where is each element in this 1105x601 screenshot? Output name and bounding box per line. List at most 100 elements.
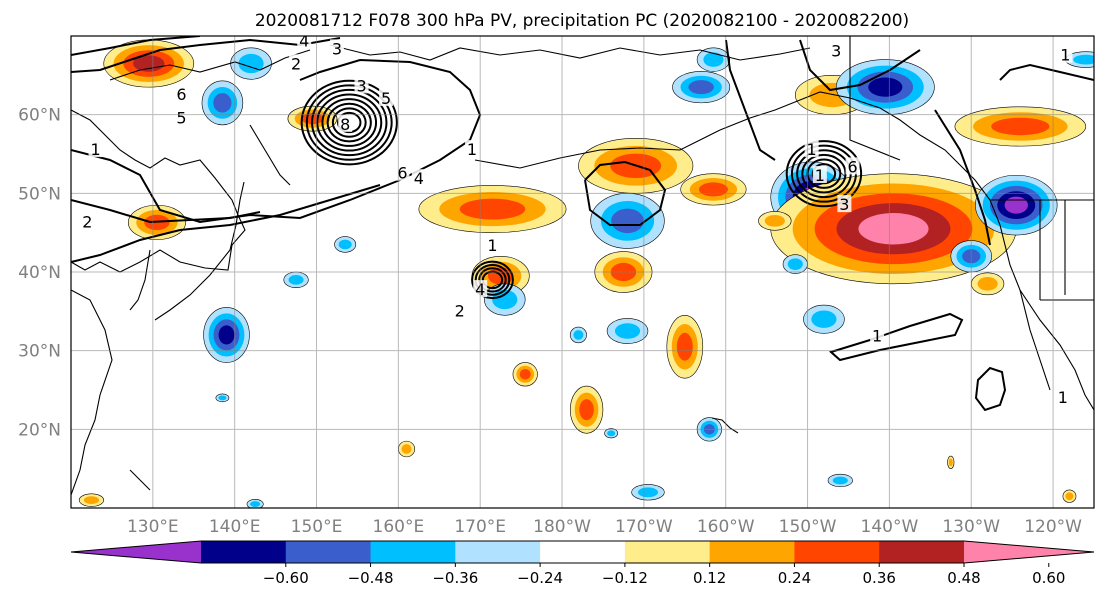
coastline-korea: [129, 249, 151, 311]
pv-label-bg: [329, 39, 344, 57]
colorbar-segment: [794, 541, 880, 563]
figure-title: 2020081712 F078 300 hPa PV, precipitatio…: [255, 11, 909, 31]
coastline-okhotsk-north: [109, 49, 311, 81]
precip-pc-blob: [637, 487, 659, 498]
coastline-kamchatka: [249, 124, 291, 186]
lon-tick-label: 130°E: [127, 517, 179, 537]
colorbar-extend-high: [964, 541, 1094, 563]
lat-tick-label: 20°N: [18, 420, 61, 440]
colorbar-segment: [879, 541, 965, 563]
coastline-china-east: [71, 289, 113, 496]
precip-pc-blob: [977, 277, 998, 291]
pv-contour-label: 6: [847, 157, 857, 176]
pv-contour-line: [829, 312, 964, 362]
pv-contour-label: 5: [381, 89, 391, 108]
colorbar-tick-label: 0.24: [778, 569, 811, 587]
pv-label-bg: [174, 108, 189, 126]
pv-label-bg: [88, 140, 103, 158]
pv-label-bg: [1058, 45, 1073, 63]
precip-pc-blob: [218, 325, 235, 345]
pv-contour-line: [331, 107, 367, 138]
pv-contour-label: 1: [1060, 46, 1070, 65]
precip-pc-blob: [607, 430, 616, 437]
pv-label-bg: [174, 85, 189, 102]
precip-pc-blob: [611, 208, 644, 234]
pv-label-bg: [1055, 387, 1070, 405]
lon-tick-label: 150°W: [779, 517, 837, 537]
islands-west-pacific: [129, 469, 151, 491]
pv-contour-line: [316, 93, 383, 152]
colorbar-segment: [285, 541, 372, 563]
pv-label-bg: [379, 88, 394, 106]
precip-pc-blob: [832, 476, 848, 485]
pv-contour-layer: [71, 36, 1094, 412]
pv-label-bg: [804, 140, 819, 158]
precip-pc-blob: [764, 215, 785, 227]
precip-pc-blob: [1004, 196, 1028, 214]
pv-contour-line: [799, 39, 921, 92]
longitude-tick-labels: 130°E 140°E 150°E 160°E 170°E 180°W 170°W 160°W…: [127, 517, 1082, 537]
colorbar-segment: [455, 541, 541, 563]
pv-contour-line: [474, 263, 511, 296]
colorbar-segment: [540, 541, 626, 563]
pv-contour-line: [300, 79, 398, 166]
precip-pc-blob: [83, 496, 100, 505]
coastline-bc-west: [989, 199, 1094, 411]
colorbar: [70, 540, 1095, 564]
colorbar-tick-label: −0.48: [348, 569, 394, 587]
colorbar-tick-label: −0.36: [432, 569, 478, 587]
pv-label-bg: [452, 301, 467, 319]
pv-contour-label: 2: [82, 212, 92, 231]
lon-tick-label: 140°W: [861, 517, 919, 537]
lon-tick-label: 180°W: [533, 517, 591, 537]
coastline-japan: [154, 181, 245, 321]
precip-pc-blob: [338, 239, 352, 250]
pv-label-bg: [829, 41, 844, 59]
latitude-tick-labels: 20°N 30°N 40°N 50°N 60°N: [18, 106, 61, 441]
pv-contour-label: 6: [397, 164, 407, 183]
pv-label-bg: [870, 326, 885, 344]
pv-contour-line: [305, 84, 393, 161]
pv-label-bg: [411, 169, 426, 187]
pv-contour-label: 1: [807, 140, 817, 159]
pv-contour-label: 3: [332, 39, 342, 58]
pv-contour-label: 1: [815, 166, 825, 185]
pv-contour-label: 3: [356, 76, 366, 95]
precip-pc-blob: [991, 117, 1050, 136]
precip-pc-blob: [492, 289, 518, 310]
lat-tick-label: 50°N: [18, 184, 61, 204]
pv-contour-line: [584, 160, 667, 226]
colorbar-tick-label: −0.24: [517, 569, 563, 587]
pv-label-bg: [465, 140, 480, 158]
precip-pc-blob: [288, 275, 304, 285]
pv-contour-line: [311, 88, 388, 157]
pv-contour-line: [71, 184, 381, 263]
pv-contour-label: 4: [299, 32, 309, 51]
lat-tick-label: 40°N: [18, 263, 61, 283]
precip-pc-blob: [868, 77, 903, 97]
precip-pc-blob: [579, 399, 594, 421]
lat-tick-label: 30°N: [18, 342, 61, 362]
pv-contour-line: [801, 153, 847, 194]
pv-label-bg: [80, 212, 95, 230]
pv-contour-label: 5: [176, 109, 186, 128]
lon-tick-label: 170°E: [454, 517, 506, 537]
precip-pc-blob: [401, 444, 412, 454]
pv-contour-label: 2: [291, 54, 301, 73]
pv-label-bg: [485, 236, 500, 254]
precip-pc-blob: [787, 258, 803, 270]
precip-pc-blob: [218, 395, 227, 401]
pv-contour-line: [71, 36, 201, 56]
colorbar-segment: [370, 541, 456, 563]
precip-pc-blob: [213, 93, 232, 113]
pv-contour-line: [321, 98, 378, 147]
precip-pc-blob: [703, 52, 724, 67]
gridlines: [71, 36, 1094, 508]
colorbar-segment: [709, 541, 795, 563]
precip-pc-blob: [1073, 54, 1094, 65]
pv-contour-line: [934, 109, 991, 246]
pv-contour-line: [785, 140, 863, 208]
pv-contour-line: [478, 267, 507, 293]
